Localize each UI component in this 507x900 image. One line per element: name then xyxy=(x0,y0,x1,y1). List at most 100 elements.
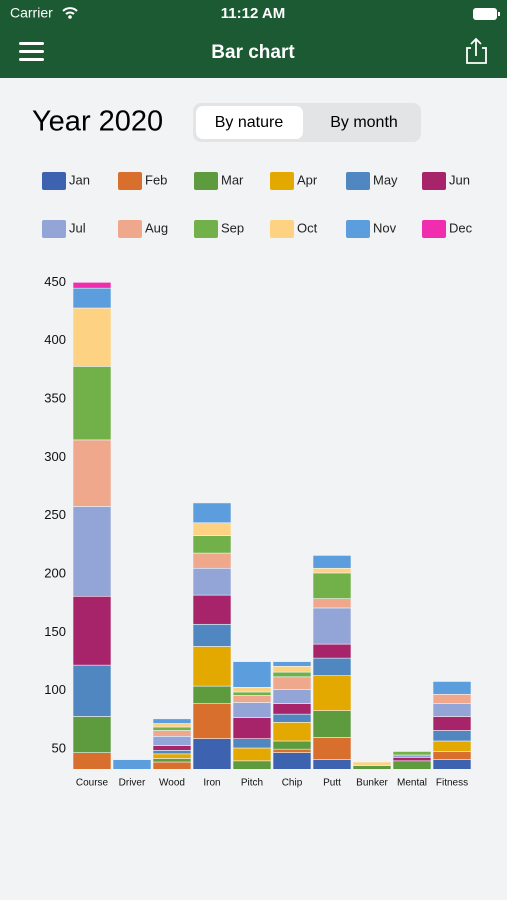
legend-label: May xyxy=(373,172,398,187)
bar-segment xyxy=(152,745,192,751)
bar-segment xyxy=(432,694,472,704)
legend-label: Dec xyxy=(449,220,473,235)
bar-segment xyxy=(72,307,112,367)
bar-segment xyxy=(152,753,192,759)
battery xyxy=(473,8,497,20)
segment-label[interactable]: By nature xyxy=(215,114,284,131)
bar-segment xyxy=(312,737,352,760)
bar-segment xyxy=(272,689,312,704)
legend-swatch xyxy=(194,220,218,238)
x-tick-label: Wood xyxy=(159,778,185,789)
bar-segment xyxy=(392,754,432,758)
bar-segment xyxy=(272,671,312,678)
carrier: Carrier xyxy=(10,5,53,21)
bar-segment xyxy=(432,716,472,731)
bar-segment xyxy=(232,691,272,696)
bar-segment xyxy=(312,555,352,569)
legend-label: Jun xyxy=(449,172,470,187)
legend-label: Oct xyxy=(297,220,318,235)
bar-segment xyxy=(232,702,272,718)
bar-segment xyxy=(272,740,312,750)
bar-segment xyxy=(192,703,232,739)
bar-segment xyxy=(192,594,232,625)
segment-label[interactable]: By month xyxy=(330,114,398,131)
legend-swatch xyxy=(118,220,142,238)
bar-segment xyxy=(192,522,232,536)
x-tick-label: Mental xyxy=(397,778,427,789)
bar-segment xyxy=(312,675,352,711)
nav-title: Bar chart xyxy=(211,42,295,63)
bar-segment xyxy=(432,681,472,695)
legend-swatch xyxy=(42,172,66,190)
y-tick-label: 200 xyxy=(44,566,66,581)
time: 11:12 AM xyxy=(221,5,285,22)
x-tick-label: Pitch xyxy=(241,778,263,789)
legend-label: Aug xyxy=(145,220,168,235)
y-tick-label: 400 xyxy=(44,332,66,347)
bar-segment xyxy=(312,710,352,738)
bar-segment xyxy=(192,552,232,569)
bar-segment xyxy=(272,676,312,690)
y-tick-label: 450 xyxy=(44,274,66,289)
x-tick-label: Course xyxy=(76,778,109,789)
bar-segment xyxy=(232,747,272,762)
segment-selected[interactable] xyxy=(196,106,303,139)
legend-swatch xyxy=(194,172,218,190)
bar-segment xyxy=(312,572,352,599)
y-tick-label: 50 xyxy=(52,741,66,756)
share-button[interactable] xyxy=(466,37,487,64)
bar-segment xyxy=(272,661,312,667)
battery-tip xyxy=(498,12,500,16)
bar-segment xyxy=(272,748,312,753)
bar-segment xyxy=(72,439,112,507)
bar-segment xyxy=(192,535,232,554)
x-tick-label: Driver xyxy=(119,778,146,789)
bar-segment xyxy=(232,738,272,749)
bar-segment xyxy=(432,703,472,717)
bar-segment xyxy=(232,717,272,739)
bar-segment xyxy=(272,713,312,723)
legend-swatch xyxy=(346,172,370,190)
bar-segment xyxy=(152,718,192,724)
legend-swatch xyxy=(118,172,142,190)
bar-segment xyxy=(312,657,352,676)
bar-segment xyxy=(312,607,352,645)
legend-swatch xyxy=(422,172,446,190)
bar-segment xyxy=(192,738,232,769)
menu-button[interactable] xyxy=(19,42,44,61)
bar-segment xyxy=(152,758,192,763)
bar-segment xyxy=(432,751,472,760)
legend-swatch xyxy=(270,220,294,238)
legend-label: Mar xyxy=(221,172,244,187)
legend-label: Jan xyxy=(69,172,90,187)
bar-segment xyxy=(192,567,232,596)
bar-segment xyxy=(432,740,472,752)
bar-segment xyxy=(72,287,112,309)
x-tick-label: Iron xyxy=(203,778,220,789)
bar-segment xyxy=(192,685,232,704)
bar-segment xyxy=(152,723,192,728)
x-tick-label: Fitness xyxy=(436,778,468,789)
bar-segment xyxy=(152,750,192,755)
plot-area xyxy=(72,282,472,769)
wifi-dot xyxy=(68,15,72,19)
legend-swatch xyxy=(270,172,294,190)
x-tick-label: Bunker xyxy=(356,778,388,789)
bar-segment xyxy=(112,759,152,769)
bar-segment xyxy=(72,366,112,441)
wifi-icon xyxy=(62,7,78,15)
nav-bar xyxy=(0,0,507,78)
bar-segment xyxy=(392,757,432,762)
bar-segment xyxy=(72,595,112,666)
bar-segment xyxy=(272,722,312,742)
bar-segment xyxy=(192,502,232,524)
legend-label: Sep xyxy=(221,220,244,235)
x-tick-label: Chip xyxy=(282,778,303,789)
bar-segment xyxy=(232,687,272,693)
y-tick-label: 250 xyxy=(44,507,66,522)
bar-segment xyxy=(72,716,112,753)
x-tick-label: Putt xyxy=(323,778,341,789)
bar-segment xyxy=(312,598,352,609)
legend-swatch xyxy=(42,220,66,238)
y-tick-label: 100 xyxy=(44,682,66,697)
